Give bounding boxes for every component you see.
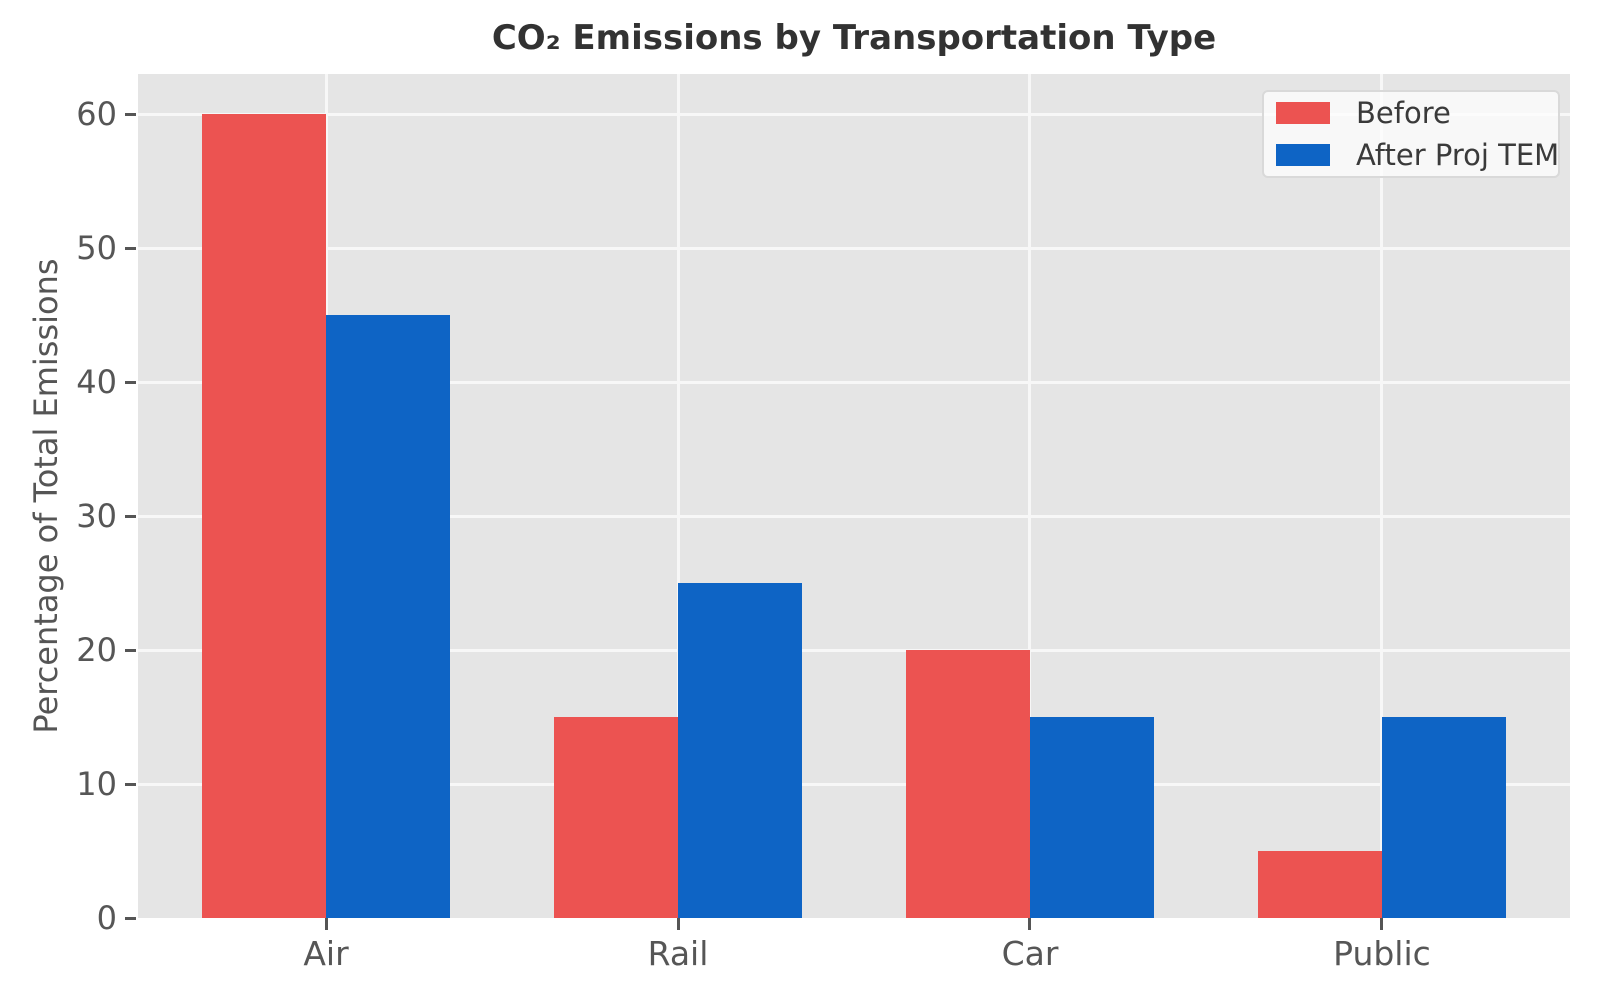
gridline-x-car [1028,74,1032,918]
legend-swatch-after-proj-tem [1276,144,1330,166]
bar-before-car [905,650,1030,918]
ytick-label-0: 0 [96,899,117,937]
gridline-y-50 [138,246,1570,250]
ytick-label-40: 40 [76,363,117,402]
gridline-y-30 [138,514,1570,518]
xtick-mark-air [324,918,328,930]
xtick-label-car: Car [1001,934,1059,973]
gridline-y-10 [138,782,1570,786]
legend-item-after-proj-tem: After Proj TEM [1264,134,1560,176]
legend-label-before: Before [1356,96,1451,130]
gridline-x-public [1380,74,1384,918]
xtick-label-air: Air [303,934,349,973]
legend-swatch-before [1276,102,1330,124]
plot-area: Before After Proj TEM [138,74,1570,918]
ytick-label-50: 50 [76,229,117,268]
ytick-mark-10 [125,782,136,786]
bar-before-public [1257,851,1382,918]
legend-item-before: Before [1264,92,1558,134]
ytick-mark-0 [125,916,136,920]
ytick-mark-60 [125,112,136,116]
xtick-label-public: Public [1333,934,1431,973]
gridline-y-40 [138,380,1570,384]
bar-after-proj-tem-car [1029,717,1154,918]
xtick-mark-public [1380,918,1384,930]
legend-label-after-proj-tem: After Proj TEM [1356,138,1560,172]
bar-before-air [202,114,327,918]
ytick-mark-50 [125,246,136,250]
gridline-y-60 [138,112,1570,116]
ytick-mark-40 [125,380,136,384]
xtick-mark-rail [676,918,680,930]
gridline-x-rail [676,74,680,918]
bar-after-proj-tem-rail [678,583,802,918]
bar-after-proj-tem-public [1381,717,1506,918]
chart-title: CO₂ Emissions by Transportation Type [491,18,1217,58]
xtick-label-rail: Rail [647,934,709,973]
ytick-mark-20 [125,648,136,652]
xtick-mark-car [1028,918,1032,930]
gridline-y-20 [138,648,1570,652]
ytick-label-20: 20 [76,631,117,670]
legend: Before After Proj TEM [1262,90,1560,178]
ytick-label-60: 60 [76,95,117,134]
ytick-mark-30 [125,514,136,518]
bar-before-rail [554,717,678,918]
bar-after-proj-tem-air [326,315,451,918]
ytick-label-30: 30 [76,497,117,536]
ytick-label-10: 10 [76,765,117,804]
